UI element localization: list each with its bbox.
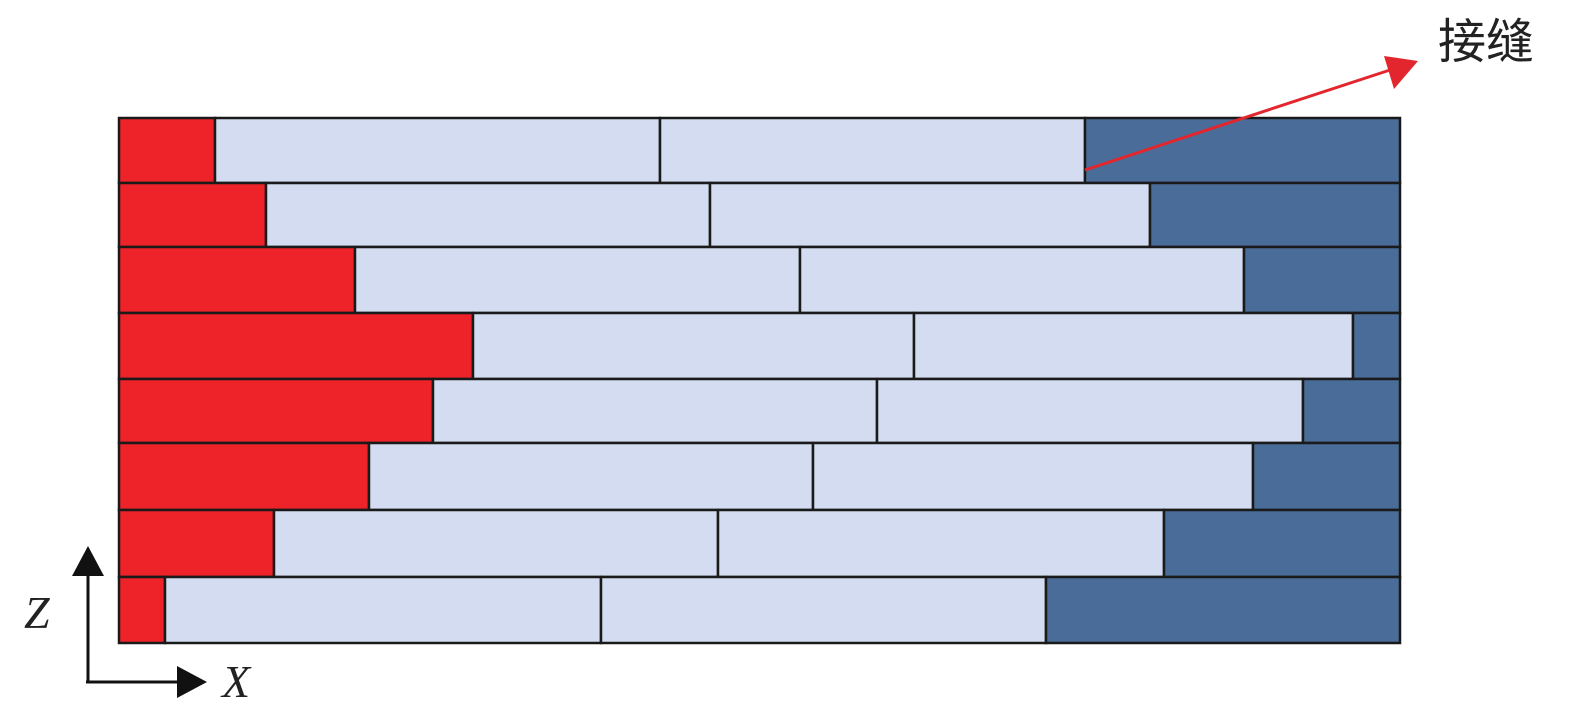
light-block — [163, 575, 603, 645]
blue-block — [1351, 311, 1402, 381]
blue-block — [1242, 245, 1402, 315]
red-block — [117, 245, 357, 315]
z-axis-head — [72, 546, 104, 576]
red-block — [117, 575, 167, 645]
light-block — [213, 116, 662, 185]
blue-block — [1162, 508, 1402, 579]
light-block — [912, 311, 1355, 381]
seam-pointer-line — [1084, 68, 1391, 172]
light-block — [716, 508, 1166, 579]
light-block — [658, 116, 1087, 185]
light-block — [599, 575, 1048, 645]
blue-block — [1251, 441, 1402, 512]
red-block — [117, 508, 276, 579]
seam-pointer-head — [1384, 56, 1418, 89]
light-block — [875, 377, 1305, 445]
x-axis-label: X — [220, 656, 252, 707]
light-block — [431, 377, 879, 445]
light-block — [798, 245, 1246, 315]
blue-block — [1083, 116, 1402, 185]
light-block — [353, 245, 802, 315]
light-block — [811, 441, 1255, 512]
red-block — [117, 116, 217, 185]
red-block — [117, 181, 268, 249]
brick-rows — [117, 116, 1402, 645]
red-block — [117, 311, 475, 381]
blue-block — [1301, 377, 1402, 445]
blue-block — [1148, 181, 1402, 249]
blue-block — [1044, 575, 1402, 645]
light-block — [471, 311, 916, 381]
z-axis-label: Z — [24, 587, 50, 638]
x-axis-head — [177, 666, 207, 698]
light-block — [264, 181, 712, 249]
seam-label: 接缝 — [1438, 14, 1534, 70]
red-block — [117, 377, 435, 445]
light-block — [367, 441, 815, 512]
red-block — [117, 441, 371, 512]
light-block — [272, 508, 720, 579]
light-block — [708, 181, 1152, 249]
